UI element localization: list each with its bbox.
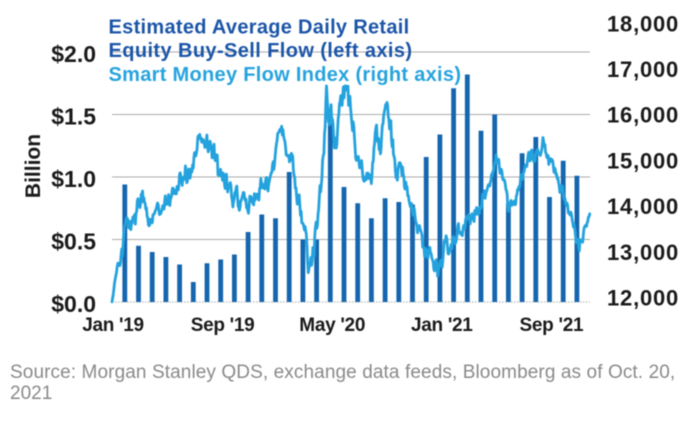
svg-text:13,000: 13,000 [607, 240, 679, 265]
svg-text:18,000: 18,000 [607, 11, 679, 36]
svg-text:15,000: 15,000 [607, 148, 679, 173]
svg-text:Jan '21: Jan '21 [411, 315, 473, 336]
svg-text:$1.0: $1.0 [51, 166, 96, 192]
svg-text:$0.5: $0.5 [51, 229, 96, 255]
svg-text:Source: Morgan Stanley QDS, ex: Source: Morgan Stanley QDS, exchange dat… [10, 362, 675, 383]
svg-text:May '20: May '20 [299, 315, 365, 336]
svg-text:Sep '19: Sep '19 [191, 315, 255, 336]
svg-text:Jan '19: Jan '19 [82, 315, 144, 336]
svg-text:16,000: 16,000 [607, 103, 679, 128]
svg-text:12,000: 12,000 [607, 286, 679, 311]
svg-text:$1.5: $1.5 [51, 104, 96, 130]
svg-text:17,000: 17,000 [607, 57, 679, 82]
svg-text:2021: 2021 [10, 383, 52, 404]
svg-text:Sep '21: Sep '21 [520, 315, 584, 336]
svg-text:$0.0: $0.0 [51, 291, 96, 317]
svg-text:Billion: Billion [22, 134, 45, 198]
svg-text:14,000: 14,000 [607, 194, 679, 219]
svg-text:$2.0: $2.0 [51, 41, 96, 67]
svg-text:Estimated Average Daily Retail: Estimated Average Daily Retail [109, 17, 410, 39]
svg-text:Equity Buy-Sell Flow (left axi: Equity Buy-Sell Flow (left axis) [109, 40, 413, 62]
svg-text:Smart Money Flow Index (right: Smart Money Flow Index (right axis) [109, 64, 462, 86]
